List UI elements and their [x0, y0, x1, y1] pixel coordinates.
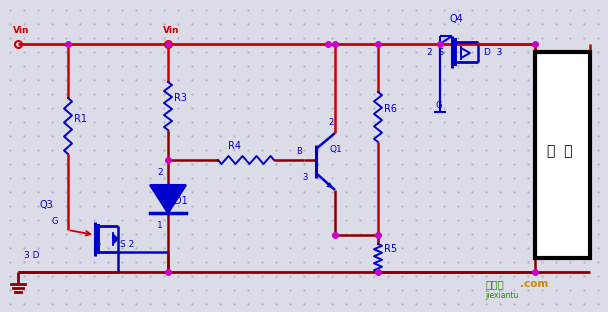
Text: D  3: D 3	[484, 48, 502, 57]
Text: D1: D1	[174, 196, 188, 206]
Text: jiexiantu: jiexiantu	[485, 291, 519, 300]
Text: G: G	[435, 101, 441, 110]
Text: R1: R1	[74, 114, 87, 124]
Bar	[535, 52, 590, 258]
Text: .com: .com	[520, 279, 548, 289]
Text: Vin: Vin	[163, 26, 179, 35]
Text: R6: R6	[384, 104, 397, 114]
Text: S 2: S 2	[120, 240, 134, 249]
Text: R4: R4	[228, 141, 241, 151]
Text: 2  S: 2 S	[427, 48, 444, 57]
Text: Q4: Q4	[450, 14, 464, 24]
Text: 接线图: 接线图	[486, 279, 505, 289]
Text: B: B	[296, 147, 302, 156]
Polygon shape	[113, 234, 118, 244]
Text: 2: 2	[328, 118, 333, 127]
Text: 负  载: 负 载	[547, 144, 573, 158]
Polygon shape	[150, 185, 186, 213]
Text: 3: 3	[302, 173, 308, 182]
Text: 1: 1	[157, 221, 163, 230]
Text: 3 D: 3 D	[24, 251, 40, 260]
Text: R3: R3	[174, 93, 187, 103]
Text: Q1: Q1	[330, 145, 343, 154]
Text: G: G	[52, 217, 58, 226]
Text: Vin: Vin	[13, 26, 30, 35]
Text: 2: 2	[157, 168, 162, 177]
Text: R5: R5	[384, 244, 397, 254]
Text: Q3: Q3	[40, 200, 54, 210]
